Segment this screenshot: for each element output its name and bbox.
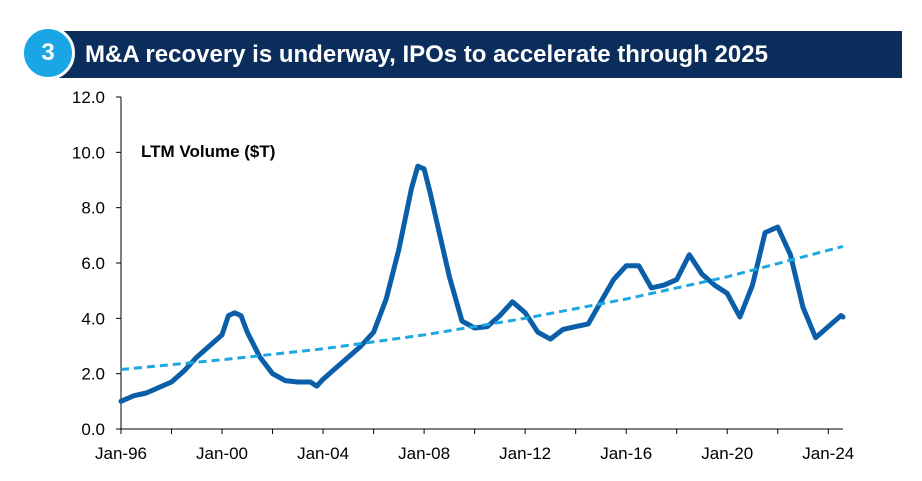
y-tick-label: 4.0: [81, 309, 105, 328]
section-number-badge: 3: [21, 26, 75, 80]
y-tick-label: 6.0: [81, 254, 105, 273]
x-tick-label: Jan-96: [95, 444, 147, 463]
y-tick-label: 8.0: [81, 199, 105, 218]
x-tick-label: Jan-04: [297, 444, 349, 463]
x-tick-label: Jan-08: [398, 444, 450, 463]
x-tick-label: Jan-20: [701, 444, 753, 463]
trend-line: [120, 244, 844, 371]
y-tick-label: 2.0: [81, 365, 105, 384]
y-tick-label: 12.0: [72, 88, 105, 107]
series-line-ltm-volume: [118, 163, 846, 404]
x-tick-label: Jan-12: [499, 444, 551, 463]
chart-title: M&A recovery is underway, IPOs to accele…: [85, 41, 768, 68]
x-tick-label: Jan-24: [802, 444, 854, 463]
y-tick-label: 0.0: [81, 420, 105, 439]
y-tick-label: 10.0: [72, 143, 105, 162]
header-bar: [40, 31, 902, 78]
series-annotation: LTM Volume ($T): [141, 142, 275, 161]
x-tick-label: Jan-16: [600, 444, 652, 463]
x-tick-label: Jan-00: [196, 444, 248, 463]
